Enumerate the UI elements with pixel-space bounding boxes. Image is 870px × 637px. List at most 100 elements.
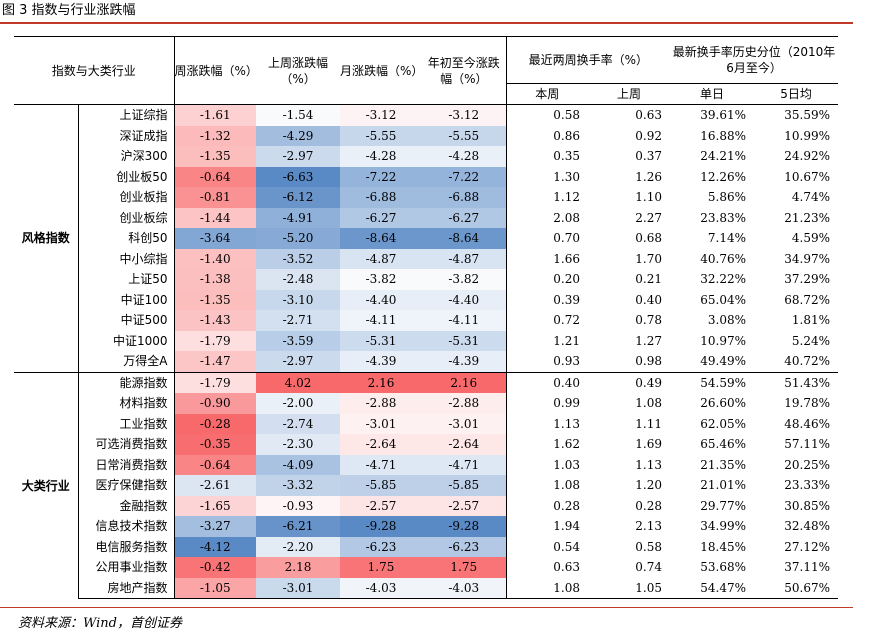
heat-cell-ytd: -4.03 (422, 577, 507, 599)
heat-cell-month: 2.16 (340, 371, 423, 393)
heat-cell-month: -3.82 (340, 269, 423, 290)
percentile-five-day: 21.23% (784, 210, 831, 225)
turnover-prev-week: 0.28 (635, 498, 663, 513)
heat-cell-last-week: -4.09 (256, 454, 341, 475)
heat-cell-last-week: 4.02 (256, 371, 341, 393)
heat-cell-month: -8.64 (340, 228, 423, 249)
table-row: 风格指数 上证综指 -1.61 -1.54 -3.12 -3.12 0.58 0.63 39.6… (14, 104, 839, 372)
heat-cell-last-week: -1.54 (256, 104, 341, 126)
percentile-single-day: 49.49% (700, 354, 747, 369)
percentile-five-day: 48.46% (784, 416, 831, 431)
percentile-five-day: 24.92% (784, 149, 831, 164)
heat-cell-week: -4.12 (174, 536, 257, 557)
row-name: 能源指数 (78, 371, 175, 393)
percentile-single-day: 21.35% (700, 457, 747, 472)
heat-cell-week: -1.79 (174, 330, 257, 351)
table-row: 日常消费指数 -0.64 -4.09 -4.71 -4.71 1.03 1.13 21.35%… (14, 454, 838, 475)
percentile-single-day: 16.88% (700, 128, 747, 143)
heat-cell-last-week: -3.01 (256, 577, 341, 599)
heat-cell-ytd: -4.28 (422, 146, 507, 167)
turnover-this-week: 1.03 (553, 457, 581, 472)
heat-cell-ytd: 2.16 (422, 371, 507, 393)
heat-cell-week: -3.64 (174, 228, 257, 249)
row-name: 深证成指 (78, 125, 175, 146)
heat-cell-ytd: -6.23 (422, 536, 507, 557)
turnover-prev-week: 1.11 (635, 416, 663, 431)
turnover-this-week: 0.54 (553, 539, 581, 554)
percentile-single-day: 7.14% (707, 231, 747, 246)
heat-cell-month: -4.87 (340, 248, 423, 269)
heat-cell-ytd: -2.64 (422, 434, 507, 455)
turnover-this-week: 1.21 (553, 333, 581, 348)
row-name: 科创50 (78, 228, 175, 249)
heat-cell-last-week: 2.18 (256, 557, 341, 578)
row-name: 中证1000 (78, 330, 175, 351)
turnover-prev-week: 0.74 (635, 560, 663, 575)
turnover-prev-week: 0.40 (635, 292, 663, 307)
heat-cell-last-week: -6.21 (256, 516, 341, 537)
heat-cell-week: -1.05 (174, 577, 257, 599)
turnover-prev-week: 1.70 (635, 251, 663, 266)
heat-cell-month: -2.88 (340, 393, 423, 414)
percentile-five-day: 35.59% (754, 104, 839, 126)
percentile-single-day: 5.86% (707, 190, 747, 205)
percentile-single-day: 23.83% (700, 210, 747, 225)
turnover-this-week: 1.66 (553, 251, 581, 266)
group-label: 大类行业 (14, 371, 79, 599)
header-ytd-change: 年初至今涨跌幅（%） (422, 36, 507, 105)
turnover-this-week: 0.28 (553, 498, 581, 513)
turnover-this-week: 0.70 (553, 231, 581, 246)
heat-cell-ytd: -3.12 (422, 104, 507, 126)
percentile-five-day: 23.33% (784, 478, 831, 493)
percentile-five-day: 51.43% (754, 371, 839, 393)
table-body: 风格指数 上证综指 -1.61 -1.54 -3.12 -3.12 0.58 0.63 39.6… (14, 104, 839, 599)
heat-cell-week: -1.79 (174, 371, 257, 393)
heat-cell-week: -1.61 (174, 104, 257, 126)
heat-cell-ytd: -2.57 (422, 495, 507, 516)
turnover-this-week: 0.72 (553, 313, 581, 328)
heat-cell-last-week: -3.59 (256, 330, 341, 351)
percentile-single-day: 26.60% (700, 396, 747, 411)
figure-title: 图 3 指数与行业涨跌幅 (2, 3, 136, 18)
turnover-this-week: 1.13 (553, 416, 581, 431)
heat-cell-ytd: -7.22 (422, 166, 507, 187)
heat-cell-ytd: 1.75 (422, 557, 507, 578)
heat-cell-month: -3.12 (340, 104, 423, 126)
header-week-change: 周涨跌幅（%） (174, 36, 257, 105)
percentile-five-day: 4.74% (791, 190, 831, 205)
heat-cell-month: -3.01 (340, 413, 423, 434)
row-name: 电信服务指数 (78, 536, 175, 557)
header-single-day: 单日 (670, 83, 755, 105)
heat-cell-last-week: -2.97 (256, 146, 341, 167)
heat-cell-ytd: -6.27 (422, 207, 507, 228)
heat-cell-week: -1.40 (174, 248, 257, 269)
percentile-five-day: 34.97% (784, 251, 831, 266)
turnover-this-week: 0.93 (553, 354, 581, 369)
percentile-five-day: 50.67% (754, 577, 839, 599)
header-category: 指数与大类行业 (14, 36, 175, 105)
percentile-single-day: 29.77% (700, 498, 747, 513)
table-row: 深证成指 -1.32 -4.29 -5.55 -5.55 0.86 0.92 16.88% 10… (14, 125, 838, 146)
percentile-five-day: 19.78% (784, 396, 831, 411)
percentile-single-day: 18.45% (700, 539, 747, 554)
table-row: 沪深300 -1.35 -2.97 -4.28 -4.28 0.35 0.37 24.21% 2… (14, 146, 838, 167)
percentile-five-day: 57.11% (784, 437, 831, 452)
row-name: 创业板50 (78, 166, 175, 187)
heat-cell-month: -5.31 (340, 330, 423, 351)
heat-cell-month: -7.22 (340, 166, 423, 187)
turnover-this-week: 1.30 (553, 169, 581, 184)
percentile-single-day: 62.05% (700, 416, 747, 431)
percentile-five-day: 68.72% (784, 292, 831, 307)
heat-cell-last-week: -2.48 (256, 269, 341, 290)
percentile-single-day: 32.22% (700, 272, 747, 287)
heat-cell-month: -6.23 (340, 536, 423, 557)
percentile-five-day: 30.85% (784, 498, 831, 513)
turnover-prev-week: 0.37 (635, 149, 663, 164)
percentile-single-day: 10.97% (700, 333, 747, 348)
row-name: 房地产指数 (78, 577, 175, 599)
heat-cell-month: 1.75 (340, 557, 423, 578)
row-name: 工业指数 (78, 413, 175, 434)
table-row: 信息技术指数 -3.27 -6.21 -9.28 -9.28 1.94 2.13 34.99%… (14, 516, 838, 537)
table-row: 中证1000 -1.79 -3.59 -5.31 -5.31 1.21 1.27 10.97%… (14, 330, 838, 351)
heat-cell-month: -4.28 (340, 146, 423, 167)
